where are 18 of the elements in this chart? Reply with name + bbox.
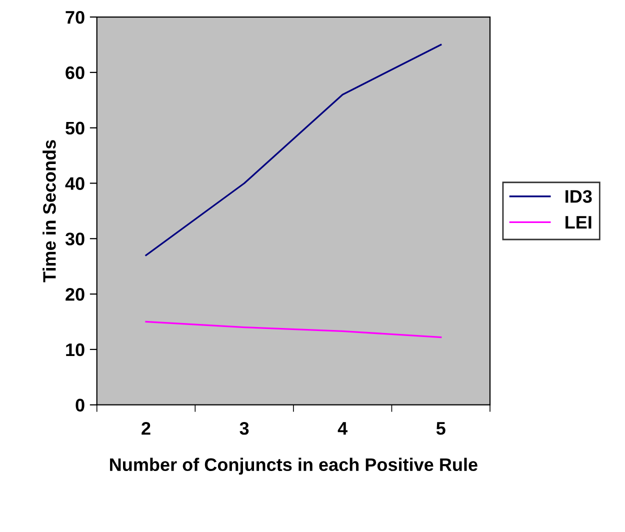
y-tick-label: 10 [66,343,84,356]
y-tick-label: 70 [66,10,84,24]
x-axis-title: Number of Conjuncts in each Positive Rule [110,458,478,475]
y-tick-label: 40 [65,177,84,190]
y-tick-label: 20 [66,288,84,301]
x-tick-label: 4 [338,422,348,435]
x-tick-label: 3 [240,422,249,435]
y-tick-label: 50 [66,122,84,135]
x-tick-label: 2 [142,422,150,435]
line-series [145,44,442,256]
line-series [145,320,442,338]
x-tick-label: 5 [436,422,446,435]
legend-label: LEI [566,216,592,229]
y-tick-label: 0 [76,398,84,412]
y-axis-title: Time in Seconds [42,140,56,282]
y-tick-label: 30 [65,232,84,246]
legend-label: ID3 [566,190,592,203]
y-tick-label: 60 [66,66,84,80]
